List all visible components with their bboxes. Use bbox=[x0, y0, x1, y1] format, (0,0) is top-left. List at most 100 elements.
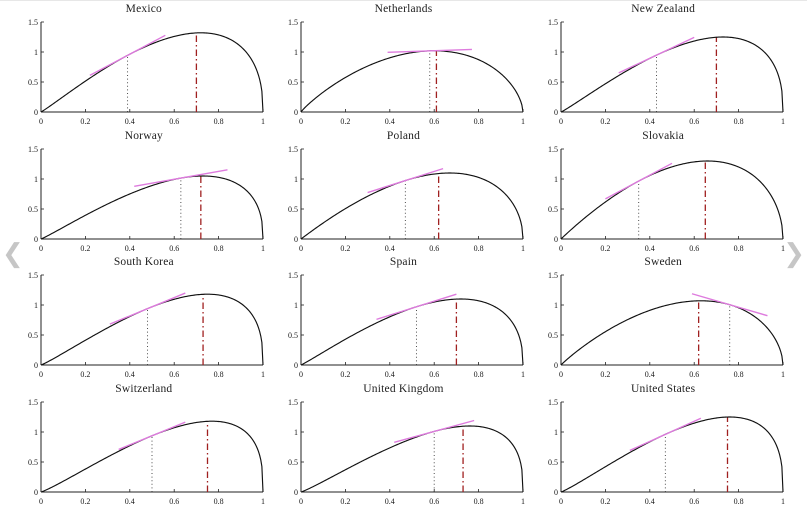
x-tick-label: 0.2 bbox=[340, 117, 350, 126]
y-tick-label: 1 bbox=[554, 427, 558, 436]
y-tick-label: 1.5 bbox=[288, 144, 298, 153]
laffer-curve bbox=[41, 420, 264, 493]
laffer-curve bbox=[41, 293, 264, 366]
tangent-line bbox=[691, 293, 768, 317]
tangent-line bbox=[387, 48, 472, 54]
x-tick-label: 0 bbox=[39, 497, 43, 506]
subplot-slovakia: Slovakia 0 0.2 0.4 0.6 0.8 1 0 0.5 1 1.5 bbox=[533, 128, 793, 255]
x-tick-label: 1 bbox=[521, 497, 525, 506]
y-tick-label: 0.5 bbox=[288, 457, 298, 466]
x-tick-label: 0.4 bbox=[385, 370, 395, 379]
x-tick-label: 0 bbox=[39, 370, 43, 379]
y-tick-label: 0.5 bbox=[28, 78, 38, 87]
chart-plot: 0 0.2 0.4 0.6 0.8 1 0 0.5 1 1.5 bbox=[28, 18, 265, 126]
y-tick-label: 0 bbox=[554, 234, 558, 243]
chart-title: Norway bbox=[124, 129, 163, 142]
y-tick-label: 0.5 bbox=[548, 204, 558, 213]
chart-plot: 0 0.2 0.4 0.6 0.8 1 0 0.5 1 1.5 bbox=[28, 144, 265, 253]
x-tick-label: 0.2 bbox=[340, 244, 350, 253]
x-tick-label: 1 bbox=[261, 117, 265, 126]
x-tick-label: 1 bbox=[521, 244, 525, 253]
tangent-line bbox=[394, 419, 475, 443]
x-tick-label: 0.2 bbox=[600, 244, 610, 253]
x-tick-label: 0.2 bbox=[81, 497, 91, 506]
x-tick-label: 0 bbox=[559, 497, 563, 506]
x-tick-label: 0.2 bbox=[81, 370, 91, 379]
y-tick-label: 1 bbox=[294, 427, 298, 436]
tangent-line bbox=[134, 168, 228, 187]
y-tick-label: 1.5 bbox=[548, 271, 558, 280]
x-tick-label: 0.6 bbox=[429, 497, 439, 506]
subplot-spain: Spain 0 0.2 0.4 0.6 0.8 1 0 0.5 1 1.5 bbox=[274, 254, 534, 381]
y-tick-label: 1.5 bbox=[548, 18, 558, 27]
laffer-curve bbox=[560, 415, 784, 493]
x-tick-label: 0.8 bbox=[474, 497, 484, 506]
y-tick-label: 1 bbox=[554, 301, 558, 310]
y-tick-label: 0 bbox=[554, 361, 558, 370]
x-tick-label: 0.8 bbox=[474, 117, 484, 126]
y-tick-label: 1.5 bbox=[28, 18, 38, 27]
x-tick-label: 0.2 bbox=[600, 117, 610, 126]
x-tick-label: 0.4 bbox=[385, 117, 395, 126]
x-tick-label: 0.6 bbox=[689, 244, 699, 253]
y-tick-label: 1 bbox=[294, 48, 298, 57]
y-tick-label: 0 bbox=[34, 361, 38, 370]
x-tick-label: 0.2 bbox=[81, 117, 91, 126]
chart-title: Mexico bbox=[125, 3, 162, 15]
tangent-line bbox=[629, 417, 701, 451]
y-tick-label: 1 bbox=[34, 48, 38, 57]
chart-plot: 0 0.2 0.4 0.6 0.8 1 0 0.5 1 1.5 bbox=[548, 397, 785, 506]
x-tick-label: 0 bbox=[39, 117, 43, 126]
chart-title: United Kingdom bbox=[363, 382, 444, 395]
y-tick-label: 1 bbox=[294, 301, 298, 310]
subplot-netherlands: Netherlands 0 0.2 0.4 0.6 0.8 1 0 0.5 1 1.5 bbox=[274, 1, 534, 128]
x-tick-label: 0.6 bbox=[429, 244, 439, 253]
x-tick-label: 0.8 bbox=[474, 370, 484, 379]
x-tick-label: 0.2 bbox=[340, 497, 350, 506]
tangent-line bbox=[89, 34, 166, 77]
y-tick-label: 0 bbox=[34, 108, 38, 117]
tangent-line bbox=[376, 293, 457, 321]
laffer-curve bbox=[300, 50, 524, 113]
laffer-curve bbox=[41, 174, 264, 240]
x-tick-label: 1 bbox=[261, 370, 265, 379]
chart-title: United States bbox=[631, 382, 696, 395]
chart-plot: 0 0.2 0.4 0.6 0.8 1 0 0.5 1 1.5 bbox=[288, 18, 525, 126]
chart-plot: 0 0.2 0.4 0.6 0.8 1 0 0.5 1 1.5 bbox=[548, 144, 785, 253]
x-tick-label: 1 bbox=[781, 244, 785, 253]
x-tick-label: 0.8 bbox=[214, 244, 224, 253]
chart-title: Sweden bbox=[644, 256, 682, 268]
y-tick-label: 1 bbox=[34, 301, 38, 310]
x-tick-label: 0.6 bbox=[170, 497, 180, 506]
x-tick-label: 1 bbox=[261, 497, 265, 506]
y-tick-label: 1.5 bbox=[548, 144, 558, 153]
x-tick-label: 0.8 bbox=[733, 244, 743, 253]
x-tick-label: 0.4 bbox=[125, 117, 135, 126]
y-tick-label: 0.5 bbox=[288, 204, 298, 213]
chart-title: Poland bbox=[386, 129, 421, 142]
y-tick-label: 1.5 bbox=[288, 397, 298, 406]
chart-title: New Zealand bbox=[631, 3, 696, 15]
chart-plot: 0 0.2 0.4 0.6 0.8 1 0 0.5 1 1.5 bbox=[28, 271, 265, 379]
y-tick-label: 1 bbox=[554, 48, 558, 57]
y-tick-label: 1.5 bbox=[28, 397, 38, 406]
x-tick-label: 0 bbox=[299, 244, 303, 253]
x-tick-label: 1 bbox=[521, 117, 525, 126]
y-tick-label: 1 bbox=[34, 427, 38, 436]
carousel-next-button[interactable]: ❯ bbox=[783, 239, 805, 269]
chart-title: Spain bbox=[389, 256, 418, 268]
x-tick-label: 0.8 bbox=[733, 497, 743, 506]
x-tick-label: 0.2 bbox=[81, 244, 91, 253]
x-tick-label: 0.8 bbox=[474, 244, 484, 253]
laffer-curve bbox=[560, 159, 784, 239]
y-tick-label: 0 bbox=[34, 487, 38, 496]
y-tick-label: 1.5 bbox=[548, 397, 558, 406]
x-tick-label: 0.8 bbox=[733, 117, 743, 126]
y-tick-label: 0.5 bbox=[28, 331, 38, 340]
y-tick-label: 1.5 bbox=[28, 271, 38, 280]
y-tick-label: 1 bbox=[554, 174, 558, 183]
chart-title: Switzerland bbox=[115, 382, 173, 395]
subplot-sweden: Sweden 0 0.2 0.4 0.6 0.8 1 0 0.5 1 1.5 bbox=[533, 254, 793, 381]
carousel-prev-button[interactable]: ❮ bbox=[2, 239, 24, 269]
